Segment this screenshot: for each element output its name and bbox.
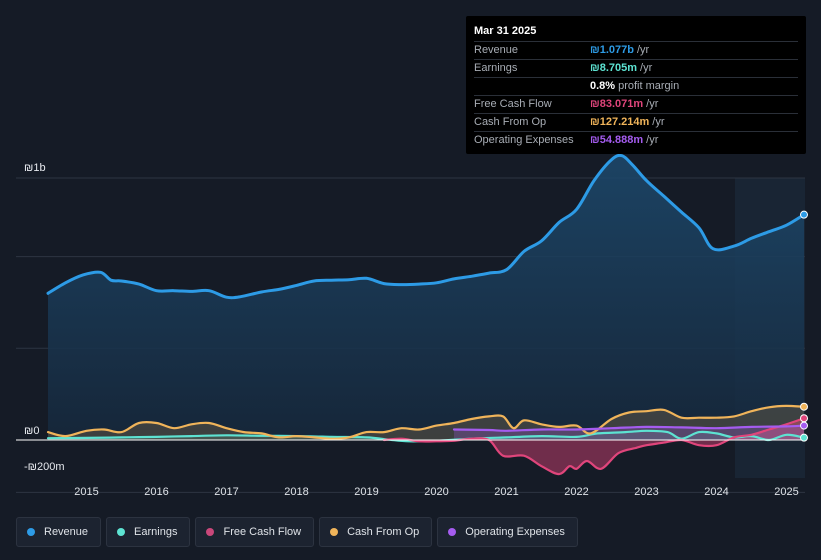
tooltip-row-unit: profit margin	[618, 80, 680, 92]
series-end-markers	[800, 210, 808, 442]
legend-item-earnings[interactable]: Earnings	[106, 517, 191, 547]
financials-chart: ₪1b ₪0 -₪200m 2015 2016 2017 2018 2019 2020 2021…	[16, 153, 808, 498]
legend-item-revenue[interactable]: Revenue	[16, 517, 102, 547]
tooltip-rows: Revenue ₪1.077b/yr Earnings ₪8.705m/yr 0.8% p…	[474, 41, 798, 149]
legend-dot-icon	[27, 528, 35, 536]
tooltip-row-value: 0.8%	[590, 80, 616, 92]
earnings-end-marker	[800, 433, 808, 442]
x-axis-label: 2018	[284, 486, 308, 498]
revenue-line	[46, 153, 806, 300]
tooltip-row: 0.8% profit margin	[474, 77, 798, 95]
legend-label: Earnings	[134, 526, 178, 538]
operating-expenses-end-marker	[800, 421, 808, 430]
legend: Revenue Earnings Free Cash Flow Cash From O…	[16, 517, 583, 547]
x-axis-label: 2015	[74, 486, 98, 498]
tooltip-row: Revenue ₪1.077b/yr	[474, 41, 798, 59]
legend-item-cash-from-op[interactable]: Cash From Op	[319, 517, 433, 547]
tooltip-row: Cash From Op ₪127.214m/yr	[474, 113, 798, 131]
tooltip-date: Mar 31 2025	[474, 25, 537, 37]
x-axis-label: 2022	[564, 486, 588, 498]
tooltip-row-label: Revenue	[474, 44, 519, 56]
tooltip-row-label: Cash From Op	[474, 116, 547, 128]
tooltip-row-unit: /yr	[652, 116, 665, 128]
legend-dot-icon	[117, 528, 126, 536]
tooltip-row-label: Earnings	[474, 62, 518, 74]
tooltip-row-label	[474, 78, 590, 95]
tooltip-row: Free Cash Flow ₪83.071m/yr	[474, 95, 798, 113]
tooltip-row-unit: /yr	[646, 98, 659, 110]
y-axis-labels: ₪1b ₪0 -₪200m	[24, 162, 65, 473]
legend-dot-icon	[448, 528, 457, 536]
revenue-end-marker	[800, 210, 808, 219]
legend-item-free-cash-flow[interactable]: Free Cash Flow	[195, 517, 315, 547]
tooltip-panel: Mar 31 2025 Revenue ₪1.077b/yr Earnings ₪8.…	[466, 16, 806, 154]
tooltip-row-label: Free Cash Flow	[474, 98, 552, 110]
tooltip-row-unit: /yr	[646, 134, 659, 146]
legend-dot-icon	[330, 528, 339, 536]
free-cash-flow-end-marker	[800, 414, 808, 423]
x-axis-label: 2019	[354, 486, 378, 498]
tooltip-row-label: Operating Expenses	[474, 134, 574, 146]
x-axis-label: 2024	[704, 486, 728, 498]
tooltip-row-unit: /yr	[636, 44, 650, 56]
earnings-line	[46, 429, 806, 443]
tooltip-row: Earnings ₪8.705m/yr	[474, 59, 798, 77]
legend-label: Free Cash Flow	[223, 526, 302, 538]
tooltip-row-value: ₪127.214m	[590, 116, 650, 128]
free-cash-flow-area	[384, 418, 804, 475]
x-axis-label: 2020	[424, 486, 448, 498]
legend-label: Cash From Op	[347, 526, 420, 538]
x-axis-labels: 2015 2016 2017 2018 2019 2020 2021 2022 2023 2024…	[74, 486, 798, 498]
legend-dot-icon	[206, 528, 215, 536]
tooltip-row-value: ₪54.888m	[590, 134, 644, 146]
legend-item-operating-expenses[interactable]: Operating Expenses	[437, 517, 578, 547]
x-axis-label: 2021	[494, 486, 518, 498]
revenue-area	[48, 155, 804, 440]
tooltip-row-value: ₪83.071m	[590, 98, 644, 110]
y-axis-label: ₪1b	[24, 162, 46, 174]
tooltip-row: Operating Expenses ₪54.888m/yr	[474, 131, 798, 149]
tooltip-row-unit: /yr	[640, 62, 653, 74]
legend-label: Revenue	[44, 526, 89, 538]
x-axis-label: 2016	[144, 486, 168, 498]
tooltip-row-value: ₪8.705m	[590, 62, 638, 74]
cash-from-op-line	[46, 404, 806, 440]
x-axis-label: 2023	[634, 486, 658, 498]
x-axis-label: 2017	[214, 486, 238, 498]
x-axis-label: 2025	[774, 486, 798, 498]
series-areas	[48, 155, 804, 475]
operating-expenses-line	[452, 424, 806, 432]
cash-from-op-end-marker	[800, 402, 808, 411]
legend-label: Operating Expenses	[465, 526, 565, 538]
tooltip-row-value: ₪1.077b	[590, 44, 634, 56]
y-axis-label: ₪0	[24, 425, 39, 437]
y-axis-label: -₪200m	[24, 461, 65, 473]
